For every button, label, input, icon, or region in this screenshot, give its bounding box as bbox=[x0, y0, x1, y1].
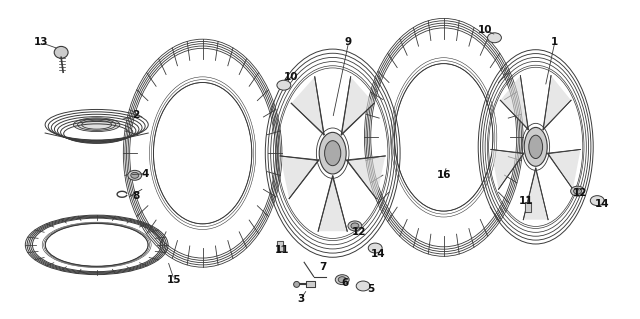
Polygon shape bbox=[491, 149, 524, 189]
Ellipse shape bbox=[529, 135, 543, 159]
Ellipse shape bbox=[131, 172, 139, 178]
Text: 13: 13 bbox=[34, 38, 48, 48]
Ellipse shape bbox=[573, 188, 582, 194]
Text: 4: 4 bbox=[142, 169, 149, 179]
Text: 1: 1 bbox=[551, 38, 558, 48]
Polygon shape bbox=[347, 156, 385, 199]
Ellipse shape bbox=[348, 221, 362, 231]
Ellipse shape bbox=[277, 80, 291, 90]
Ellipse shape bbox=[351, 223, 359, 229]
Text: 8: 8 bbox=[132, 191, 140, 201]
Text: 11: 11 bbox=[519, 196, 533, 206]
Polygon shape bbox=[548, 149, 580, 189]
Ellipse shape bbox=[338, 277, 346, 283]
Text: 15: 15 bbox=[167, 275, 181, 285]
Polygon shape bbox=[500, 76, 528, 130]
Text: 5: 5 bbox=[367, 284, 374, 294]
Ellipse shape bbox=[368, 243, 382, 253]
Ellipse shape bbox=[590, 196, 604, 205]
Text: 12: 12 bbox=[352, 227, 367, 237]
Ellipse shape bbox=[319, 132, 346, 174]
Text: 2: 2 bbox=[132, 110, 140, 120]
Polygon shape bbox=[341, 77, 374, 135]
Polygon shape bbox=[291, 77, 324, 135]
Ellipse shape bbox=[524, 127, 547, 166]
Text: 12: 12 bbox=[573, 188, 588, 198]
Ellipse shape bbox=[488, 33, 501, 43]
Text: 10: 10 bbox=[284, 72, 299, 82]
Ellipse shape bbox=[128, 170, 141, 180]
Ellipse shape bbox=[335, 275, 349, 285]
Ellipse shape bbox=[74, 118, 120, 131]
Text: 9: 9 bbox=[345, 38, 352, 48]
Polygon shape bbox=[525, 202, 531, 212]
Ellipse shape bbox=[571, 186, 584, 196]
Polygon shape bbox=[318, 176, 348, 231]
Text: 11: 11 bbox=[275, 245, 289, 255]
Ellipse shape bbox=[45, 224, 148, 266]
Text: 16: 16 bbox=[436, 170, 451, 180]
Text: 10: 10 bbox=[477, 25, 492, 35]
Ellipse shape bbox=[356, 281, 370, 291]
Text: 6: 6 bbox=[342, 278, 349, 288]
Polygon shape bbox=[277, 241, 283, 251]
Ellipse shape bbox=[394, 63, 493, 211]
Ellipse shape bbox=[54, 46, 68, 58]
Text: 3: 3 bbox=[298, 293, 305, 304]
Ellipse shape bbox=[324, 141, 340, 166]
Polygon shape bbox=[543, 76, 571, 130]
Text: 14: 14 bbox=[595, 199, 610, 209]
Polygon shape bbox=[280, 156, 319, 199]
Polygon shape bbox=[305, 281, 316, 287]
Ellipse shape bbox=[154, 83, 252, 224]
Text: 7: 7 bbox=[319, 262, 327, 272]
Ellipse shape bbox=[294, 281, 300, 287]
Text: 14: 14 bbox=[371, 249, 386, 259]
Polygon shape bbox=[524, 168, 548, 220]
